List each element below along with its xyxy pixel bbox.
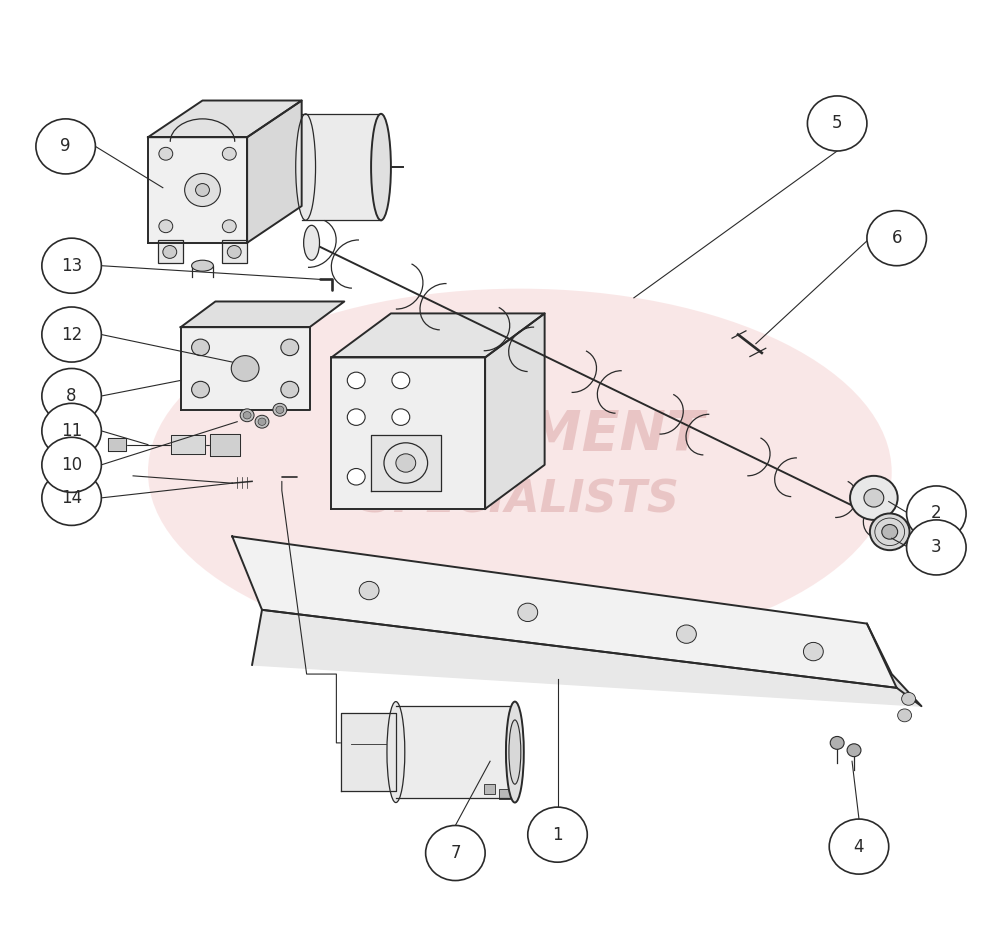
Text: 7: 7 [450,844,461,862]
Polygon shape [331,313,545,357]
Circle shape [392,409,410,425]
Circle shape [273,404,287,416]
Circle shape [902,693,916,706]
Circle shape [281,382,299,398]
Circle shape [518,603,538,621]
Polygon shape [181,327,310,410]
Text: 3: 3 [931,538,942,557]
Text: 12: 12 [61,326,82,344]
Text: 10: 10 [61,456,82,474]
Circle shape [803,643,823,661]
Circle shape [850,476,898,519]
Circle shape [222,147,236,160]
Circle shape [42,437,101,493]
Circle shape [42,307,101,362]
Text: 2: 2 [931,505,942,522]
Circle shape [276,407,284,413]
Circle shape [231,356,259,382]
Circle shape [864,489,884,507]
Bar [484,784,495,795]
Circle shape [192,382,209,398]
Circle shape [907,519,966,575]
Text: 11: 11 [61,422,82,440]
Polygon shape [302,114,381,220]
Circle shape [907,486,966,541]
Circle shape [255,415,269,428]
Circle shape [281,339,299,356]
Ellipse shape [506,702,524,803]
Circle shape [867,210,926,266]
Circle shape [347,469,365,485]
Text: 6: 6 [891,229,902,247]
Text: 14: 14 [61,489,82,507]
Text: SPECIALISTS: SPECIALISTS [361,478,679,521]
Circle shape [830,736,844,749]
Circle shape [258,418,266,425]
Text: 13: 13 [61,257,82,275]
Circle shape [42,404,101,458]
Polygon shape [148,101,302,137]
Polygon shape [331,357,485,509]
Circle shape [36,119,95,174]
FancyBboxPatch shape [158,240,183,263]
Bar [499,789,510,799]
Polygon shape [108,438,126,451]
FancyBboxPatch shape [222,240,247,263]
Polygon shape [252,610,921,707]
Ellipse shape [371,114,391,220]
Polygon shape [371,435,441,491]
Circle shape [829,820,889,874]
Circle shape [42,470,101,525]
Text: EQUIPMENT: EQUIPMENT [335,408,704,462]
Polygon shape [485,313,545,509]
Ellipse shape [304,225,320,260]
Circle shape [870,514,910,550]
Polygon shape [396,707,515,798]
Circle shape [807,96,867,151]
Ellipse shape [192,260,213,271]
Text: 4: 4 [854,838,864,856]
Ellipse shape [296,114,316,220]
Circle shape [347,409,365,425]
Polygon shape [232,536,897,688]
Circle shape [159,147,173,160]
Circle shape [227,245,241,258]
Circle shape [392,469,410,485]
Polygon shape [341,713,396,791]
Polygon shape [247,101,302,243]
Circle shape [359,582,379,600]
Circle shape [159,219,173,232]
Circle shape [396,454,416,472]
Circle shape [243,412,251,419]
Text: 9: 9 [60,137,71,156]
Ellipse shape [877,511,887,529]
Circle shape [42,369,101,423]
Polygon shape [181,302,344,327]
Polygon shape [148,137,247,243]
Circle shape [528,807,587,862]
Circle shape [42,238,101,294]
Circle shape [222,219,236,232]
Circle shape [882,524,898,539]
Polygon shape [867,623,921,707]
Circle shape [347,372,365,389]
Circle shape [898,709,912,721]
Polygon shape [171,435,205,454]
Circle shape [426,825,485,881]
Circle shape [847,744,861,757]
Circle shape [240,409,254,421]
Circle shape [196,183,209,196]
Circle shape [185,173,220,206]
Circle shape [192,339,209,356]
Circle shape [392,372,410,389]
Ellipse shape [148,289,892,656]
Circle shape [163,245,177,258]
Ellipse shape [387,702,405,803]
Text: 5: 5 [832,115,842,132]
Text: 1: 1 [552,826,563,844]
Polygon shape [210,433,240,456]
Text: 8: 8 [66,387,77,405]
Circle shape [677,625,696,644]
Ellipse shape [509,720,521,784]
